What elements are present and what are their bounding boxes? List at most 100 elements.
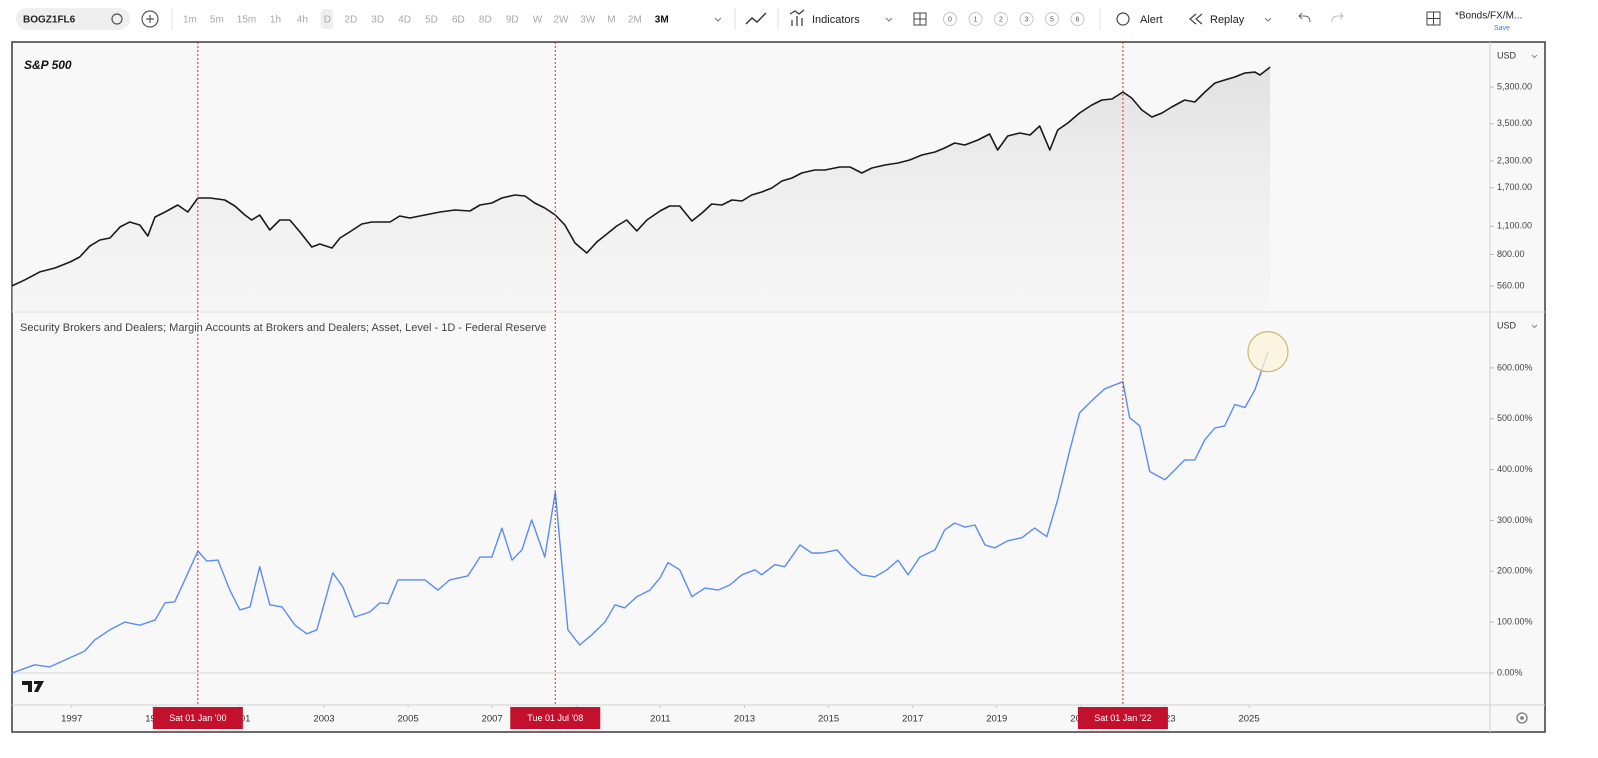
interval[interactable]: 5D [425,15,438,26]
layout-slot-label[interactable]: 0 [948,16,952,23]
crosshair-label-box [510,707,601,729]
indicators-button[interactable]: Indicators [812,14,860,26]
x-tick-label: 2005 [398,714,419,725]
x-tick-label: 2025 [1238,714,1259,725]
save-button[interactable]: Save [1494,25,1510,32]
x-tick-label: 2015 [818,714,839,725]
x-tick-label: 1997 [61,714,82,725]
symbol-box[interactable] [16,8,130,30]
axis-unit[interactable]: USD [1497,50,1517,60]
compare-plus [146,15,154,23]
interval[interactable]: 3W [580,15,596,26]
symbol[interactable]: BOGZ1FL6 [23,15,76,26]
axis-unit[interactable]: USD [1497,320,1517,330]
area-fill [12,67,1271,312]
interval[interactable]: 1m [183,15,197,26]
crosshair-label-box [1077,707,1168,729]
interval[interactable]: 5m [210,15,224,26]
layout-menu-grid [1427,12,1440,25]
y-tick-label: 300.00% [1497,515,1533,525]
y-tick-label: 600.00% [1497,362,1533,372]
replay-icon[interactable] [1189,13,1203,25]
y-tick-label: 200.00% [1497,566,1533,576]
interval[interactable]: 3M [655,15,669,26]
layout-slot-label[interactable]: 2 [999,16,1003,23]
tv-logo [22,681,44,692]
layout-name[interactable]: *Bonds/FX/M... [1455,11,1522,22]
x-tick-label: 2007 [482,714,503,725]
crosshair-label-box [152,707,243,729]
y-tick-label: 560.00 [1497,280,1525,290]
series-layer [11,66,1490,674]
interval[interactable]: 2D [344,15,357,26]
y-tick-label: 2,300.00 [1497,155,1532,165]
x-tick-label: 2003 [313,714,334,725]
compare-icon[interactable] [141,10,159,28]
pane-title: Security Brokers and Dealers; Margin Acc… [20,322,546,334]
alert-icon[interactable] [1116,12,1130,26]
highlight-circle [1247,331,1289,373]
crosshair-label: Tue 01 Jul '08 [527,713,583,723]
y-tick-label: 5,300.00 [1497,81,1532,91]
interval-highlight [320,9,333,29]
interval[interactable]: 15m [237,15,256,26]
x-tick-label: 2013 [734,714,755,725]
interval[interactable]: 6D [452,15,465,26]
interval[interactable]: 4h [297,15,308,26]
chart-frame [11,41,1546,733]
interval[interactable]: 2W [553,15,569,26]
y-tick-label: 400.00% [1497,464,1533,474]
crosshair-label: Sat 01 Jan '00 [169,713,226,723]
axis-unit-caret [1531,54,1538,59]
gear-center [1520,716,1524,720]
layout-slot-label[interactable]: 1 [974,16,978,23]
interval[interactable]: 2M [628,15,642,26]
y-tick-label: 1,100.00 [1497,221,1532,231]
series-line [11,66,1271,287]
indicators-icon[interactable] [789,9,805,26]
eye-icon[interactable] [111,13,123,25]
logo-part [22,681,32,692]
interval-caret [714,17,722,22]
indicators-caret [885,17,893,22]
alert-button[interactable]: Alert [1140,14,1163,26]
y-tick-label: 500.00% [1497,413,1533,423]
interval[interactable]: W [533,15,543,26]
crosshair-label: Sat 01 Jan '22 [1094,713,1151,723]
layout-slot[interactable] [1070,12,1085,26]
logo-part [34,681,44,692]
interval[interactable]: 4D [398,15,411,26]
y-tick-label: 1,700.00 [1497,182,1532,192]
interval[interactable]: 9D [506,15,519,26]
layout-slot[interactable] [1019,12,1034,26]
layout-slot-label[interactable]: 5 [1050,16,1054,23]
replay-button[interactable]: Replay [1210,14,1245,26]
chart-type-icon[interactable] [745,12,767,25]
interval[interactable]: M [607,15,615,26]
layout-slot[interactable] [994,12,1008,26]
pane-title: S&P 500 [24,58,72,72]
interval[interactable]: D [324,15,331,26]
layout-slot[interactable] [968,12,983,26]
y-tick-label: 800.00 [1497,249,1525,259]
layout-icon-grid [914,13,926,25]
axis-unit-caret [1531,324,1538,329]
interval[interactable]: 3D [371,15,384,26]
y-tick-label: 100.00% [1497,617,1533,627]
replay-caret [1264,17,1272,22]
layout-slot[interactable] [943,12,957,26]
gear[interactable] [1516,712,1528,724]
interval[interactable]: 1h [270,15,281,26]
series-line [11,351,1269,674]
settings-icon[interactable] [1516,712,1528,724]
redo-icon[interactable] [1331,12,1344,23]
interval[interactable]: 8D [479,15,492,26]
y-tick-label: 0.00% [1497,667,1523,677]
overlay-layer [197,42,1289,705]
undo-icon[interactable] [1298,12,1311,23]
x-tick-label: 2017 [902,714,923,725]
layout-slot-label[interactable]: 6 [1076,16,1080,23]
layout-slot[interactable] [1045,12,1059,26]
layout-slot-label[interactable]: 3 [1025,16,1029,23]
